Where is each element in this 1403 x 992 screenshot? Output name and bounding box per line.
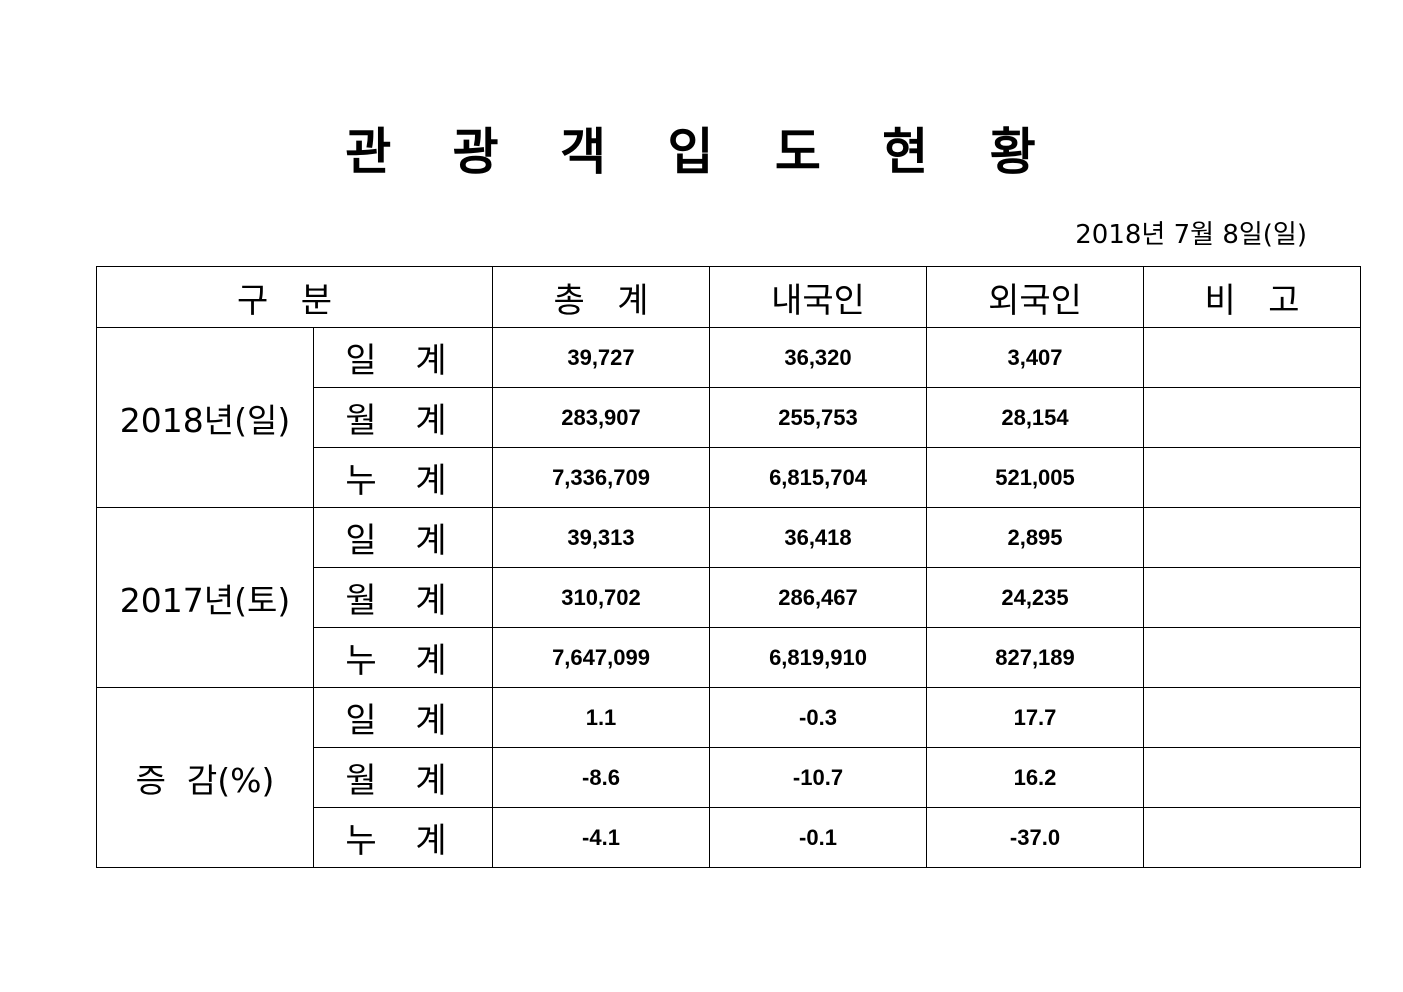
foreign-cell: 521,005 xyxy=(926,447,1144,508)
table-row: 월 계 -8.6 -10.7 16.2 xyxy=(97,747,1361,808)
table-row: 누 계 7,336,709 6,815,704 521,005 xyxy=(97,447,1361,508)
row-label: 일 계 xyxy=(313,687,493,748)
domestic-cell: -10.7 xyxy=(709,747,927,808)
row-label: 일 계 xyxy=(313,327,493,388)
total-cell: 1.1 xyxy=(492,687,710,748)
table-row: 2017년(토) 일 계 39,313 36,418 2,895 xyxy=(96,507,1361,688)
total-cell: 7,336,709 xyxy=(492,447,710,508)
table-row: 2018년(일) 일 계 39,727 36,320 3,407 xyxy=(96,327,1361,508)
group-label: 2017년(토) xyxy=(96,507,314,688)
domestic-cell: 36,418 xyxy=(709,507,927,568)
note-cell xyxy=(1143,567,1361,628)
domestic-cell: 286,467 xyxy=(709,567,927,628)
domestic-cell: 255,753 xyxy=(709,387,927,448)
total-cell: 310,702 xyxy=(492,567,710,628)
row-label: 누 계 xyxy=(313,447,493,508)
foreign-cell: 2,895 xyxy=(926,507,1144,568)
header-domestic: 내국인 xyxy=(709,266,927,328)
table-row: 증 감(%) 일 계 1.1 -0.3 17.7 xyxy=(96,687,1361,868)
header-foreign: 외국인 xyxy=(926,266,1144,328)
foreign-cell: 3,407 xyxy=(926,327,1144,388)
group-label: 2018년(일) xyxy=(96,327,314,508)
note-cell xyxy=(1143,327,1361,388)
note-cell xyxy=(1143,507,1361,568)
note-cell xyxy=(1143,387,1361,448)
note-cell xyxy=(1143,807,1361,868)
table-row: 누 계 7,647,099 6,819,910 827,189 xyxy=(97,627,1361,688)
tourist-arrivals-table: 구 분 총 계 내국인 외국인 비 고 2018년(일) 일 계 39,727 36,… xyxy=(96,266,1361,868)
total-cell: 39,727 xyxy=(492,327,710,388)
foreign-cell: -37.0 xyxy=(926,807,1144,868)
domestic-cell: 6,819,910 xyxy=(709,627,927,688)
row-label: 일 계 xyxy=(313,507,493,568)
total-cell: 39,313 xyxy=(492,507,710,568)
domestic-cell: 36,320 xyxy=(709,327,927,388)
row-label: 월 계 xyxy=(313,567,493,628)
total-cell: -8.6 xyxy=(492,747,710,808)
table-row: 월 계 310,702 286,467 24,235 xyxy=(97,567,1361,628)
page-title: 관 광 객 입 도 현 황 xyxy=(345,123,1058,181)
foreign-cell: 16.2 xyxy=(926,747,1144,808)
foreign-cell: 827,189 xyxy=(926,627,1144,688)
row-label: 누 계 xyxy=(313,627,493,688)
foreign-cell: 28,154 xyxy=(926,387,1144,448)
header-category: 구 분 xyxy=(96,266,493,328)
domestic-cell: 6,815,704 xyxy=(709,447,927,508)
group-label: 증 감(%) xyxy=(96,687,314,868)
domestic-cell: -0.3 xyxy=(709,687,927,748)
note-cell xyxy=(1143,687,1361,748)
note-cell xyxy=(1143,447,1361,508)
foreign-cell: 17.7 xyxy=(926,687,1144,748)
row-label: 누 계 xyxy=(313,807,493,868)
row-label: 월 계 xyxy=(313,747,493,808)
header-total: 총 계 xyxy=(492,266,710,328)
header-row: 구 분 총 계 내국인 외국인 비 고 xyxy=(96,266,1361,328)
row-label: 월 계 xyxy=(313,387,493,448)
table-row: 누 계 -4.1 -0.1 -37.0 xyxy=(97,807,1361,868)
header-note: 비 고 xyxy=(1143,266,1361,328)
total-cell: 283,907 xyxy=(492,387,710,448)
total-cell: -4.1 xyxy=(492,807,710,868)
total-cell: 7,647,099 xyxy=(492,627,710,688)
note-cell xyxy=(1143,627,1361,688)
report-date: 2018년 7월 8일(일) xyxy=(1075,220,1307,250)
foreign-cell: 24,235 xyxy=(926,567,1144,628)
note-cell xyxy=(1143,747,1361,808)
domestic-cell: -0.1 xyxy=(709,807,927,868)
